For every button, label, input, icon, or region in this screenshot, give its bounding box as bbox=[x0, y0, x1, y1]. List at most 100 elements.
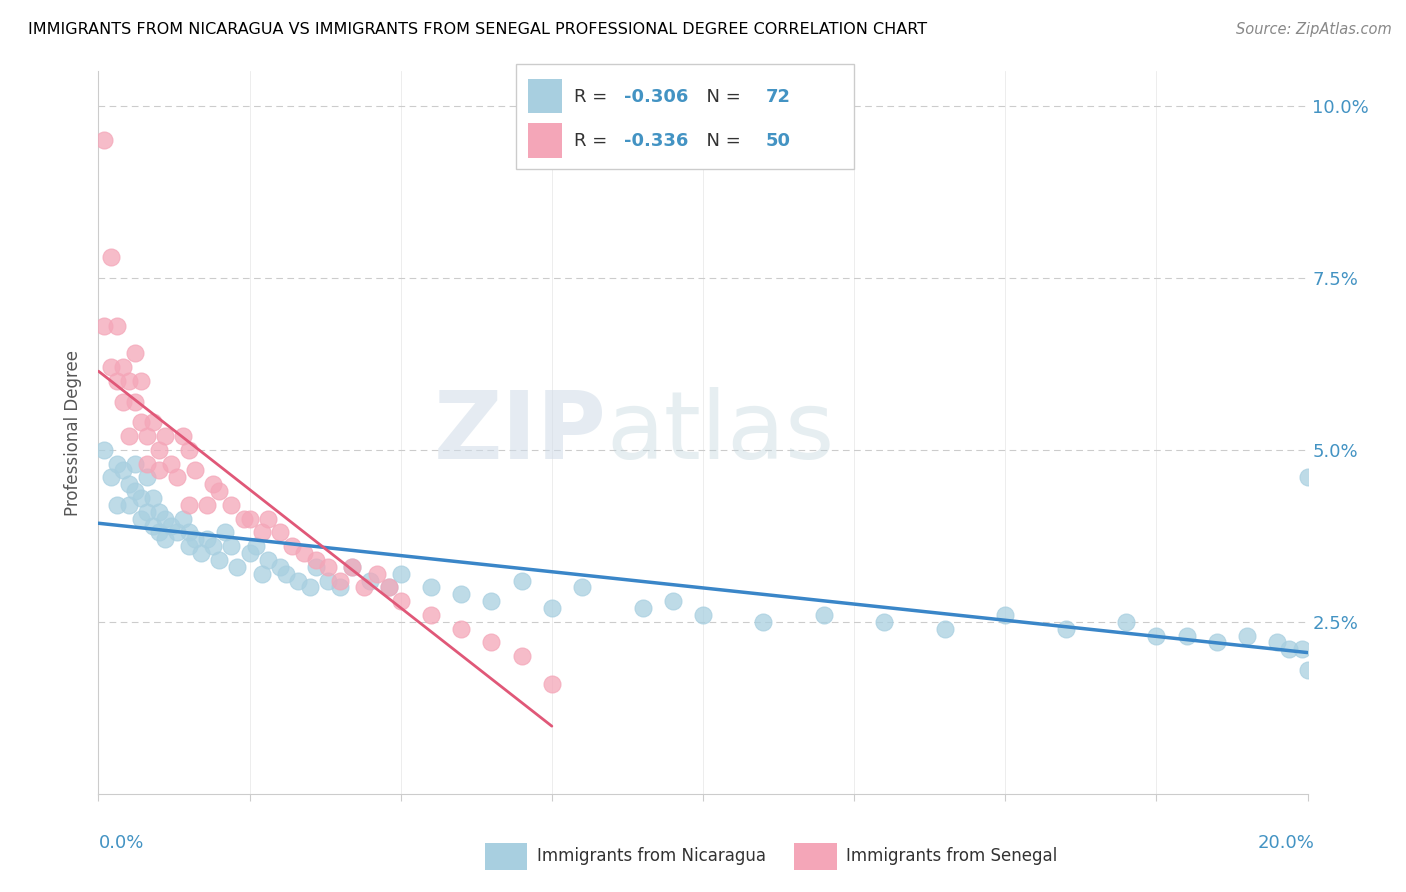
Point bbox=[239, 511, 262, 525]
Point bbox=[256, 553, 278, 567]
Point bbox=[1144, 629, 1167, 643]
Point bbox=[342, 559, 364, 574]
Point bbox=[450, 587, 472, 601]
Point bbox=[135, 429, 157, 443]
Text: -0.306: -0.306 bbox=[624, 87, 689, 105]
Text: atlas: atlas bbox=[606, 386, 835, 479]
FancyBboxPatch shape bbox=[527, 78, 561, 113]
Point bbox=[329, 581, 352, 595]
Point bbox=[1296, 663, 1319, 677]
Point bbox=[221, 539, 243, 553]
Point bbox=[148, 442, 170, 457]
Point bbox=[208, 553, 231, 567]
Point bbox=[93, 133, 115, 147]
Point bbox=[142, 491, 165, 505]
Point bbox=[305, 559, 328, 574]
Point bbox=[153, 533, 176, 547]
Text: Source: ZipAtlas.com: Source: ZipAtlas.com bbox=[1236, 22, 1392, 37]
Point bbox=[269, 525, 291, 540]
Point bbox=[873, 615, 896, 629]
Point bbox=[274, 566, 297, 581]
Point bbox=[124, 484, 146, 499]
Point bbox=[184, 533, 207, 547]
Point bbox=[245, 539, 267, 553]
Point bbox=[135, 505, 157, 519]
Text: R =: R = bbox=[574, 87, 613, 105]
Point bbox=[316, 559, 339, 574]
Point bbox=[221, 498, 243, 512]
Point bbox=[105, 318, 128, 333]
Text: N =: N = bbox=[695, 132, 747, 151]
Point bbox=[420, 581, 443, 595]
Point bbox=[360, 574, 382, 588]
Point bbox=[129, 511, 152, 525]
Text: ZIP: ZIP bbox=[433, 386, 606, 479]
Point bbox=[135, 470, 157, 484]
Point bbox=[1206, 635, 1229, 649]
Point bbox=[250, 566, 273, 581]
Point bbox=[172, 429, 194, 443]
Point bbox=[129, 491, 152, 505]
Point bbox=[190, 546, 212, 560]
Point bbox=[179, 498, 201, 512]
Point bbox=[510, 649, 533, 664]
Point bbox=[342, 559, 364, 574]
Point bbox=[1291, 642, 1313, 657]
Point bbox=[160, 457, 183, 471]
Point bbox=[540, 677, 562, 691]
Point bbox=[631, 601, 654, 615]
FancyBboxPatch shape bbox=[527, 123, 561, 158]
Point bbox=[377, 581, 399, 595]
Point bbox=[481, 635, 503, 649]
Point bbox=[232, 511, 254, 525]
Point bbox=[153, 429, 176, 443]
Point bbox=[353, 581, 375, 595]
FancyBboxPatch shape bbox=[516, 64, 855, 169]
Point bbox=[118, 477, 141, 491]
Point bbox=[752, 615, 775, 629]
Point bbox=[256, 511, 278, 525]
Point bbox=[105, 498, 128, 512]
Point bbox=[214, 525, 236, 540]
Y-axis label: Professional Degree: Professional Degree bbox=[65, 350, 83, 516]
Point bbox=[1175, 629, 1198, 643]
Point bbox=[172, 511, 194, 525]
Point bbox=[305, 553, 328, 567]
Point bbox=[202, 539, 225, 553]
Point bbox=[148, 525, 170, 540]
Point bbox=[100, 360, 122, 375]
Point bbox=[510, 574, 533, 588]
Text: 72: 72 bbox=[766, 87, 792, 105]
Point bbox=[111, 463, 134, 477]
Text: -0.336: -0.336 bbox=[624, 132, 689, 151]
Point bbox=[195, 533, 218, 547]
Point bbox=[1267, 635, 1289, 649]
Point bbox=[661, 594, 683, 608]
Point bbox=[934, 622, 956, 636]
Point bbox=[160, 518, 183, 533]
Point bbox=[226, 559, 249, 574]
Point bbox=[420, 607, 443, 622]
Point bbox=[105, 457, 128, 471]
Point bbox=[281, 539, 304, 553]
Point bbox=[316, 574, 339, 588]
Point bbox=[93, 318, 115, 333]
Point bbox=[1278, 642, 1301, 657]
Point bbox=[389, 594, 412, 608]
Text: R =: R = bbox=[574, 132, 613, 151]
Point bbox=[100, 470, 122, 484]
Text: Immigrants from Nicaragua: Immigrants from Nicaragua bbox=[537, 847, 766, 865]
Point bbox=[142, 415, 165, 429]
Point bbox=[571, 581, 593, 595]
Point bbox=[129, 415, 152, 429]
Point bbox=[250, 525, 273, 540]
Point bbox=[124, 394, 146, 409]
Text: 50: 50 bbox=[766, 132, 792, 151]
Text: IMMIGRANTS FROM NICARAGUA VS IMMIGRANTS FROM SENEGAL PROFESSIONAL DEGREE CORRELA: IMMIGRANTS FROM NICARAGUA VS IMMIGRANTS … bbox=[28, 22, 927, 37]
Text: N =: N = bbox=[695, 87, 747, 105]
Point bbox=[124, 346, 146, 360]
Point bbox=[1054, 622, 1077, 636]
Point bbox=[994, 607, 1017, 622]
Point bbox=[100, 250, 122, 264]
Point bbox=[692, 607, 714, 622]
